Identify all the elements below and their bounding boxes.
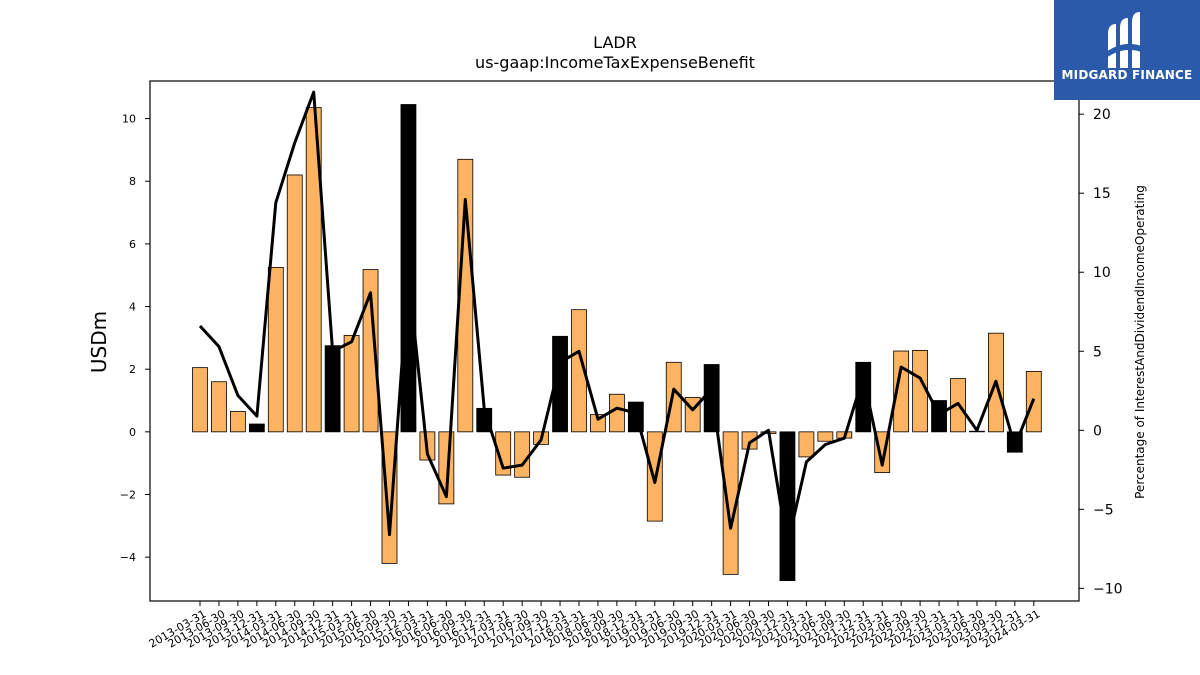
logo-text: MIDGARD FINANCE	[1061, 68, 1193, 82]
y2-tick-label: −10	[1093, 581, 1123, 597]
line-percentage	[198, 90, 1036, 548]
y-tick-label: 2	[129, 363, 136, 376]
bar-2013-03-31	[192, 367, 208, 433]
chart-title: LADR	[593, 33, 637, 52]
bar-2022-06-30	[893, 350, 910, 433]
y2-axis-label: Percentage of InterestAndDividendIncomeO…	[1133, 185, 1147, 499]
y-tick-label: −2	[120, 488, 136, 501]
y-axis-label: USDm	[87, 311, 111, 373]
y2-tick-label: 20	[1093, 107, 1111, 123]
bar-2015-12-31	[400, 104, 417, 433]
bar-2021-03-31	[798, 431, 815, 458]
bar-2017-06-30	[514, 431, 531, 478]
bar-2013-12-31	[248, 423, 265, 433]
chart-subtitle: us-gaap:IncomeTaxExpenseBenefit	[475, 53, 755, 72]
bar-2021-06-30	[817, 431, 834, 442]
bar-2018-09-30	[609, 393, 625, 433]
bar-series	[192, 104, 1042, 582]
y2-tick-label: 0	[1093, 423, 1102, 439]
bar-2014-12-31	[324, 345, 341, 433]
y-tick-label: 6	[129, 238, 136, 251]
y-tick-label: 0	[129, 426, 136, 439]
axis-ticks: −4−20246810−10−5051015202013-03-312013-0…	[120, 107, 1123, 650]
y-tick-label: −4	[120, 551, 136, 564]
bar-2013-09-30	[229, 411, 246, 433]
bar-2014-03-31	[267, 266, 284, 433]
y2-tick-label: 10	[1093, 265, 1111, 281]
y2-tick-label: 15	[1093, 186, 1111, 202]
y-tick-label: 10	[122, 113, 136, 126]
logo-mark-icon	[1106, 12, 1146, 68]
midgard-finance-logo: MIDGARD FINANCE	[1054, 0, 1200, 100]
bar-2017-03-31	[495, 431, 512, 476]
bar-2015-06-30	[362, 269, 379, 433]
bar-2013-06-30	[211, 381, 227, 433]
bar-2014-06-30	[286, 174, 303, 433]
y-tick-label: 4	[129, 301, 136, 314]
axes-frame	[149, 80, 1080, 602]
bar-2015-03-31	[343, 334, 360, 433]
line-series	[198, 90, 1036, 548]
bar-2020-03-31	[722, 431, 739, 575]
y2-tick-label: −5	[1093, 502, 1114, 518]
bar-2018-03-31	[571, 309, 587, 433]
y2-tick-label: 5	[1093, 344, 1102, 360]
plot-frame	[149, 80, 1080, 602]
y-tick-label: 8	[129, 175, 136, 188]
